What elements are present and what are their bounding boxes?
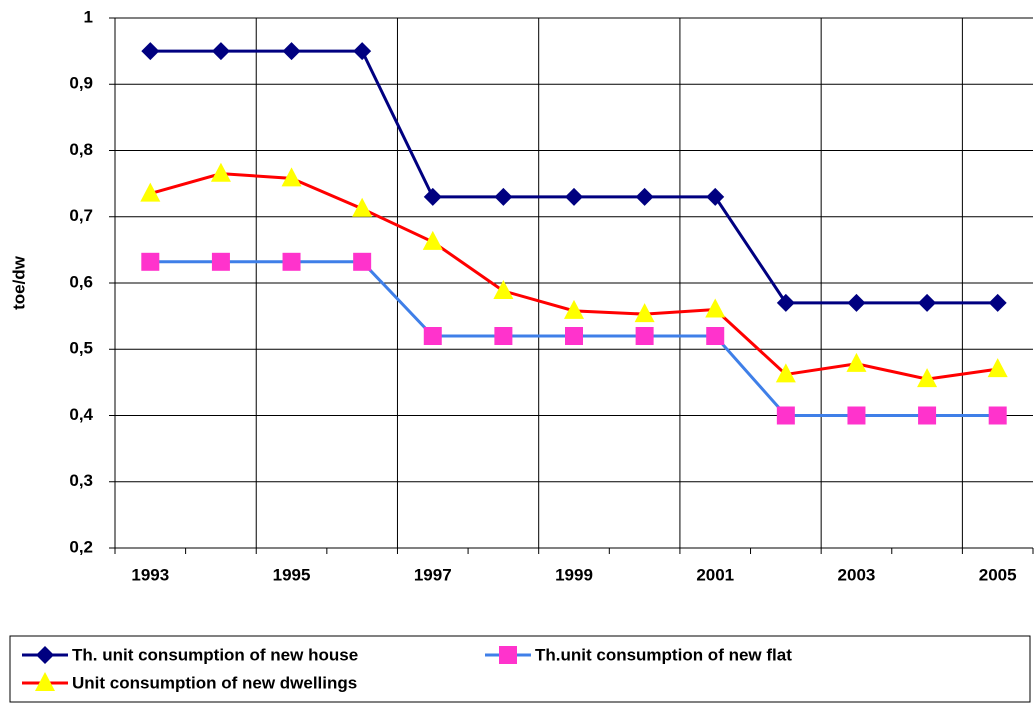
marker [917,368,938,388]
x-tick-label: 1993 [131,565,169,584]
marker [282,252,301,271]
marker [706,187,725,206]
marker [281,167,302,187]
marker [422,230,443,250]
legend-marker [499,646,517,664]
marker [776,293,795,312]
y-tick-label: 0,5 [69,339,93,358]
marker [776,406,795,425]
x-tick-label: 2005 [979,565,1017,584]
legend-label: Th.unit consumption of new flat [535,645,792,664]
marker [211,252,230,271]
marker [353,42,372,61]
marker [141,252,160,271]
marker [141,42,160,61]
x-tick-label: 1999 [555,565,593,584]
y-tick-label: 0,8 [69,140,93,159]
y-tick-label: 0,2 [69,537,93,556]
marker [210,162,231,182]
legend-box [9,635,1031,703]
marker [565,327,583,345]
marker [423,327,442,345]
marker [352,197,373,217]
marker [918,293,937,312]
marker [987,358,1008,378]
marker [211,42,230,61]
y-tick-label: 0,4 [69,405,93,424]
marker [846,352,867,372]
y-tick-label: 0,3 [69,471,93,490]
legend-label: Th. unit consumption of new house [72,645,358,664]
x-tick-label: 1995 [273,565,311,584]
x-tick-label: 1997 [414,565,452,584]
y-axis-label: toe/dw [9,255,28,310]
marker [140,182,161,202]
y-tick-label: 0,7 [69,206,93,225]
marker [565,187,583,206]
x-tick-label: 2003 [838,565,876,584]
marker [988,406,1007,425]
legend-marker [36,646,54,664]
marker [635,187,654,206]
y-tick-label: 1 [84,7,93,26]
legend-marker [35,672,55,691]
marker [564,299,584,319]
marker [423,187,442,206]
marker [494,187,513,206]
marker [775,363,796,383]
marker [847,406,866,425]
y-tick-label: 0,6 [69,272,93,291]
marker [494,327,513,345]
marker [353,252,372,271]
marker [706,327,725,345]
marker [282,42,301,61]
marker [847,293,866,312]
marker [634,303,655,323]
marker [988,293,1007,312]
marker [705,298,726,318]
x-tick-label: 2001 [696,565,734,584]
y-tick-label: 0,9 [69,74,93,93]
marker [635,327,654,345]
marker [493,279,514,299]
legend-label: Unit consumption of new dwellings [72,673,357,692]
marker [918,406,937,425]
